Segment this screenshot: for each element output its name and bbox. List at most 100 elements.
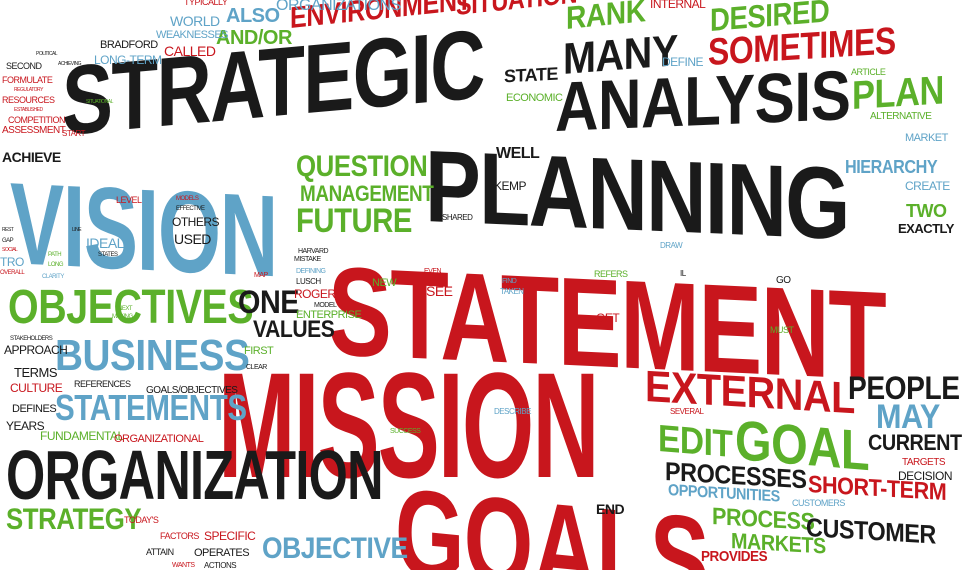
word-end: END [596, 501, 625, 517]
word-level: LEVEL [116, 195, 142, 205]
word-future: FUTURE [296, 202, 413, 240]
word-wants: WANTS [172, 562, 195, 569]
word-article: ARTICLE [851, 67, 886, 77]
word-market: MARKET [905, 132, 948, 144]
word-goals-objectives: GOALS/OBJECTIVES [146, 385, 238, 396]
word-stakeholders: STAKEHOLDERS [10, 336, 53, 342]
word-achieve: ACHIEVE [2, 149, 61, 165]
word-il: IL [680, 269, 686, 278]
word-even: EVEN [424, 268, 442, 275]
word-define: DEFINE [662, 55, 704, 69]
word-decision: DECISION [898, 469, 953, 483]
word-weaknesses: WEAKNESSES [156, 29, 229, 41]
word-create: CREATE [905, 179, 950, 193]
word-others: OTHERS [172, 215, 220, 229]
word-customers: CUSTOMERS [792, 498, 845, 508]
word-objective: OBJECTIVE [262, 532, 408, 565]
word-called: CALLED [164, 43, 216, 59]
word-next: NEXT [118, 306, 133, 312]
word-state: STATE [504, 63, 558, 87]
word-well: WELL [496, 145, 540, 162]
word-social: SOCIAL [2, 247, 18, 253]
word-may: MAY [876, 398, 940, 436]
word-organizations: ORGANIZATIONS [276, 0, 401, 14]
word-must: MUST [770, 325, 794, 335]
word-ideal: IDEAL [86, 235, 124, 251]
word-defining: DEFINING [296, 268, 326, 275]
word-path: PATH [48, 252, 62, 258]
word-go: GO [776, 275, 791, 286]
word-alternative: ALTERNATIVE [870, 111, 932, 122]
word-map: MAP [254, 272, 268, 279]
word-resources: RESOURCES [2, 95, 55, 105]
word-defines: DEFINES [12, 403, 57, 415]
word-achieving: ACHIEVING [58, 61, 82, 67]
word-rank: RANK [566, 0, 646, 36]
word-people: PEOPLE [848, 370, 960, 406]
word-regulatory: REGULATORY [14, 87, 43, 93]
word-assessment: ASSESSMENT [2, 125, 66, 136]
word-organization: ORGANIZATION [6, 436, 384, 514]
word-goals: GOALS [395, 463, 709, 570]
word-business: BUSINESS [55, 331, 250, 380]
word-first: FIRST [244, 345, 274, 357]
word-references: REFERENCES [74, 379, 131, 389]
word-states: STATES [98, 252, 118, 258]
word-new: NEW [372, 277, 397, 289]
word-line: LINE [72, 227, 82, 233]
word-model: MODEL [314, 302, 337, 309]
word-enterprise: ENTERPRISE [296, 309, 362, 321]
word-second: SECOND [6, 61, 42, 71]
word-mistake: MISTAKE [294, 256, 321, 263]
word-see: SEE [426, 283, 453, 299]
word-taken: TAKEN [500, 287, 524, 296]
word-many: MANY [563, 26, 678, 84]
word-planning: PLANNING [425, 129, 849, 262]
word-kemp: KEMP [494, 179, 527, 193]
word-factors: FACTORS [160, 531, 199, 541]
word-question: QUESTION [296, 150, 428, 183]
word-gap: GAP [2, 238, 14, 244]
word-organizational: ORGANIZATIONAL [114, 433, 204, 445]
word-overall: OVERALL [0, 270, 25, 276]
word-models: MODELS [176, 196, 199, 202]
word-world: WORLD [170, 13, 220, 29]
word-fundamental: FUNDAMENTAL [40, 429, 124, 443]
word-get: GET [596, 311, 620, 325]
word-operates: OPERATES [194, 547, 250, 559]
word-exactly: EXACTLY [898, 221, 954, 236]
word-sometimes: SOMETIMES [708, 20, 896, 74]
word-making: MAKING [112, 314, 133, 320]
word-long: LONG [48, 262, 64, 268]
word-rest: REST [2, 227, 14, 233]
word-several: SEVERAL [670, 407, 704, 416]
word-clarity: CLARITY [42, 274, 64, 280]
word-find: FIND [502, 278, 517, 285]
word-typically: TYPICALLY [184, 0, 228, 7]
word-success: SUCCESS [390, 428, 421, 435]
word-internal: INTERNAL [650, 0, 706, 11]
word-clear: CLEAR [246, 364, 267, 371]
word-one: ONE [238, 284, 300, 320]
word-actions: ACTIONS [204, 561, 237, 570]
word-management: MANAGEMENT [300, 181, 434, 206]
word-todays: TODAY'S [124, 515, 159, 525]
word-two: TWO [906, 201, 947, 221]
word-situational: SITUATIONAL [86, 99, 113, 105]
word-draw: DRAW [660, 241, 683, 250]
word-provides: PROVIDES [701, 548, 768, 565]
word-effective: EFFECTIVE [176, 206, 205, 212]
word-specific: SPECIFIC [204, 529, 256, 543]
word-bradford: BRADFORD [100, 39, 158, 51]
word-harvard: HARVARD [298, 248, 329, 255]
word-lusch: LUSCH [296, 277, 321, 286]
word-mission: MISSION [218, 341, 600, 509]
word-competition: COMPETITION [8, 115, 66, 125]
word-roger: ROGER [294, 287, 336, 301]
word-attain: ATTAIN [146, 547, 174, 557]
word-years: YEARS [6, 419, 45, 433]
word-statements: STATEMENTS [55, 387, 247, 428]
word-political: POLITICAL [36, 51, 58, 57]
word-values: VALUES [253, 316, 335, 343]
